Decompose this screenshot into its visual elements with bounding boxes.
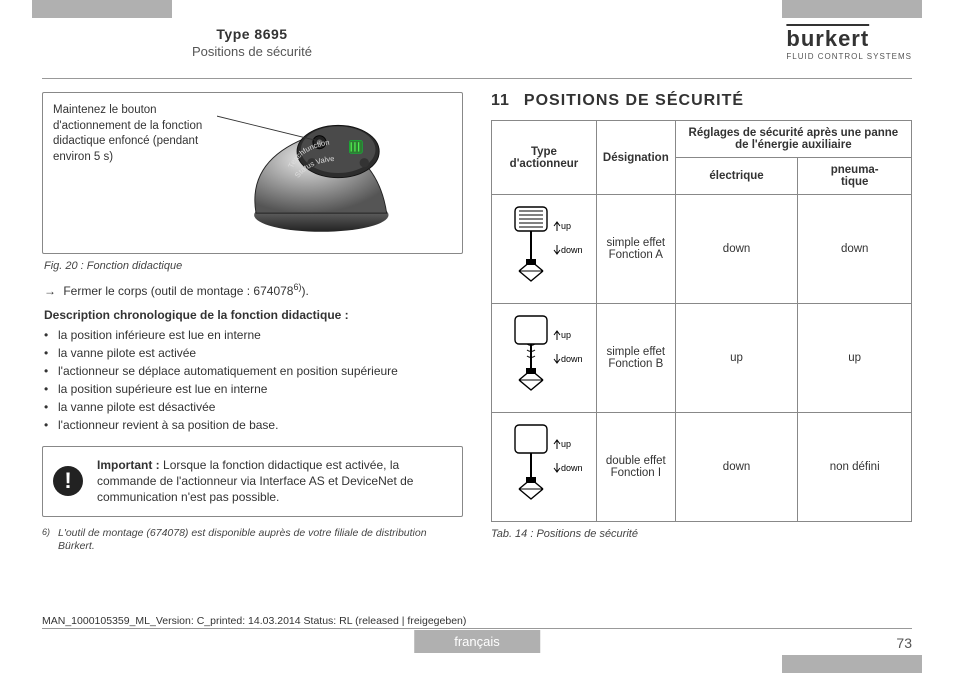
svg-text:down: down [561, 245, 583, 255]
col-settings: Réglages de sécurité après une panne de … [675, 121, 911, 158]
decorative-tab-top-right [782, 0, 922, 18]
important-note: ! Important : Lorsque la fonction didact… [42, 446, 463, 517]
figure-caption: Fig. 20 : Fonction didactique [44, 260, 463, 272]
close-body-instruction: → Fermer le corps (outil de montage : 67… [44, 282, 463, 298]
description-list: la position inférieure est lue en intern… [44, 328, 463, 432]
page-number: 73 [896, 635, 912, 651]
description-heading: Description chronologique de la fonction… [44, 308, 463, 322]
instruction-text-a: Fermer le corps (outil de montage : 6740… [63, 284, 293, 298]
footnote: 6) L'outil de montage (674078) est dispo… [42, 527, 463, 554]
warning-icon: ! [53, 466, 83, 496]
list-item: l'actionneur revient à sa position de ba… [44, 418, 463, 432]
language-tab: français [414, 630, 540, 653]
electric-cell: down [675, 195, 798, 304]
electric-cell: up [675, 304, 798, 413]
section-title: POSITIONS DE SÉCURITÉ [524, 92, 744, 109]
decorative-tab-bottom-right [782, 655, 922, 673]
brand-logo-word: burkert [786, 26, 869, 51]
actuator-diagram-cell: up down [492, 304, 597, 413]
arrow-icon: → [44, 284, 56, 298]
figure-box: Maintenez le bouton d'actionnement de la… [42, 92, 463, 254]
important-label: Important : [97, 458, 160, 472]
designation-cell: double effetFonction I [596, 413, 675, 522]
brand-logo-tagline: FLUID CONTROL SYSTEMS [786, 52, 912, 61]
col-electric: électrique [675, 158, 798, 195]
page-header: Type 8695 Positions de sécurité burkert … [0, 26, 954, 86]
instruction-text-b: ). [301, 284, 308, 298]
footnote-text: L'outil de montage (674078) est disponib… [58, 527, 427, 553]
header-divider [42, 78, 912, 79]
pneumatic-cell: non défini [798, 413, 912, 522]
list-item: la position inférieure est lue en intern… [44, 328, 463, 342]
table-caption: Tab. 14 : Positions de sécurité [491, 528, 912, 540]
svg-text:up: up [561, 221, 571, 231]
svg-text:down: down [561, 463, 583, 473]
table-row: up down double effetFonction I down non … [492, 413, 912, 522]
table-row: up down simple effetFonction B up up [492, 304, 912, 413]
svg-text:up: up [561, 439, 571, 449]
left-column: Maintenez le bouton d'actionnement de la… [42, 92, 463, 611]
svg-text:down: down [561, 354, 583, 364]
list-item: l'actionneur se déplace automatiquement … [44, 364, 463, 378]
col-pneumatic: pneuma- tique [798, 158, 912, 195]
page-subtitle: Positions de sécurité [42, 44, 462, 59]
footnote-number: 6) [42, 527, 50, 539]
device-illustration: Teachfunction Status Valve [217, 103, 407, 243]
electric-cell: down [675, 413, 798, 522]
designation-cell: simple effetFonction A [596, 195, 675, 304]
decorative-tab-top-left [32, 0, 172, 18]
list-item: la vanne pilote est désactivée [44, 400, 463, 414]
list-item: la vanne pilote est activée [44, 346, 463, 360]
section-heading: 11 POSITIONS DE SÉCURITÉ [491, 92, 912, 110]
safety-positions-table: Type d'actionneur Désignation Réglages d… [491, 120, 912, 522]
designation-cell: simple effetFonction B [596, 304, 675, 413]
type-label: Type 8695 [42, 26, 462, 42]
list-item: la position supérieure est lue en intern… [44, 382, 463, 396]
figure-callout: Maintenez le bouton d'actionnement de la… [53, 103, 203, 165]
svg-text:up: up [561, 330, 571, 340]
actuator-diagram-cell: up down [492, 413, 597, 522]
col-designation: Désignation [596, 121, 675, 195]
document-meta: MAN_1000105359_ML_Version: C_printed: 14… [42, 615, 466, 627]
footer-divider [42, 628, 912, 629]
pneumatic-cell: down [798, 195, 912, 304]
brand-logo: burkert FLUID CONTROL SYSTEMS [786, 26, 912, 61]
col-actuator: Type d'actionneur [492, 121, 597, 195]
actuator-diagram-cell: up down [492, 195, 597, 304]
right-column: 11 POSITIONS DE SÉCURITÉ Type d'actionneu… [491, 92, 912, 611]
pneumatic-cell: up [798, 304, 912, 413]
section-number: 11 [491, 92, 510, 109]
table-row: up down simple effetFonction A down down [492, 195, 912, 304]
